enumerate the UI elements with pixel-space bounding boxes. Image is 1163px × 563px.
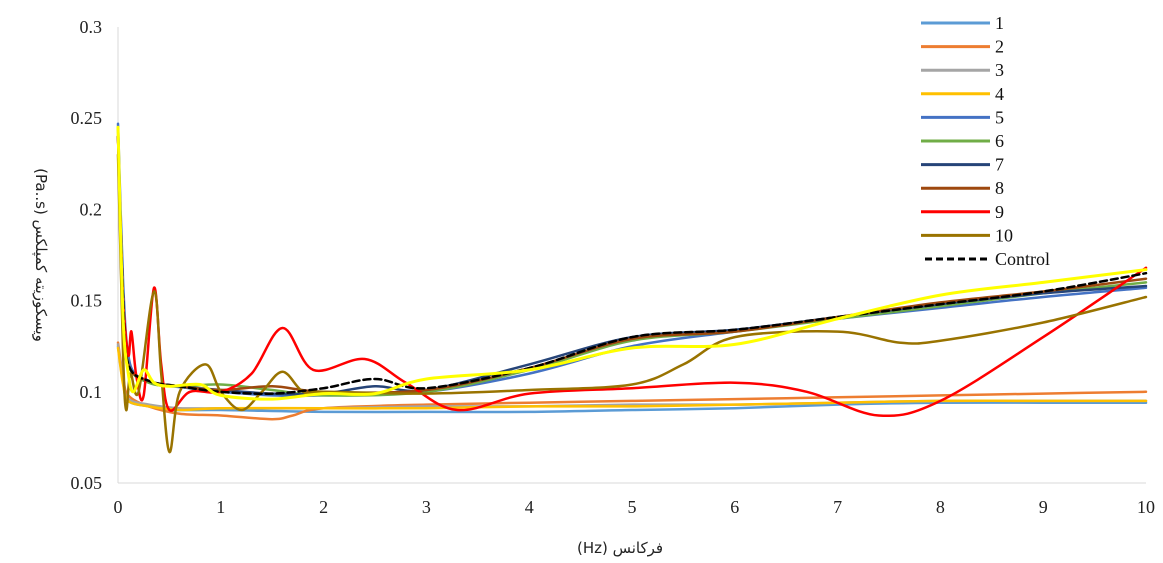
legend-label: 4 (995, 84, 1004, 104)
x-tick-label: 5 (628, 497, 637, 517)
plot-area (117, 27, 1146, 484)
x-tick-label: 0 (114, 497, 123, 517)
legend-label: 10 (995, 225, 1013, 245)
series-line-unlabeled (116, 125, 1148, 401)
series-line-7 (116, 126, 1148, 396)
y-tick-label: 0.05 (71, 473, 103, 493)
y-tick-label: 0.2 (80, 199, 103, 219)
y-axis-title: ویسکوزیته کمپلکس (Pa..s) (31, 168, 50, 342)
legend-label: 9 (995, 202, 1004, 222)
series-line-9 (116, 135, 1148, 418)
y-tick-label: 0.1 (80, 382, 103, 402)
x-tick-label: 6 (730, 497, 739, 517)
y-axis-ticks: 0.05 0.1 0.15 0.2 0.25 0.3 (71, 17, 103, 493)
x-tick-label: 9 (1039, 497, 1048, 517)
legend-label: 1 (995, 13, 1004, 33)
series-line-6 (116, 135, 1148, 397)
series-line-8 (116, 135, 1148, 394)
x-axis-ticks: 0 1 2 3 4 5 6 7 8 9 10 (114, 497, 1156, 517)
legend-label: Control (995, 249, 1050, 269)
legend-label: 3 (995, 60, 1004, 80)
series-line-4 (116, 346, 1148, 412)
series-line-control (116, 135, 1148, 395)
legend-label: 6 (995, 131, 1004, 151)
x-tick-label: 1 (216, 497, 225, 517)
x-tick-label: 8 (936, 497, 945, 517)
series-line-10 (116, 153, 1148, 454)
legend: 1 2 3 4 5 6 7 8 9 10 Control (921, 13, 1050, 269)
legend-label: 8 (995, 178, 1004, 198)
y-tick-label: 0.3 (80, 17, 103, 37)
y-tick-label: 0.25 (71, 108, 103, 128)
legend-label: 2 (995, 37, 1004, 57)
series-lines (116, 122, 1148, 454)
x-tick-label: 3 (422, 497, 431, 517)
x-axis-title: فرکانس (Hz) (577, 539, 663, 557)
x-tick-label: 10 (1137, 497, 1155, 517)
x-tick-label: 7 (833, 497, 842, 517)
x-tick-label: 4 (525, 497, 534, 517)
x-tick-label: 2 (319, 497, 328, 517)
legend-label: 7 (995, 155, 1004, 175)
series-line-5 (116, 122, 1148, 398)
y-tick-label: 0.15 (71, 291, 103, 311)
legend-label: 5 (995, 107, 1004, 127)
